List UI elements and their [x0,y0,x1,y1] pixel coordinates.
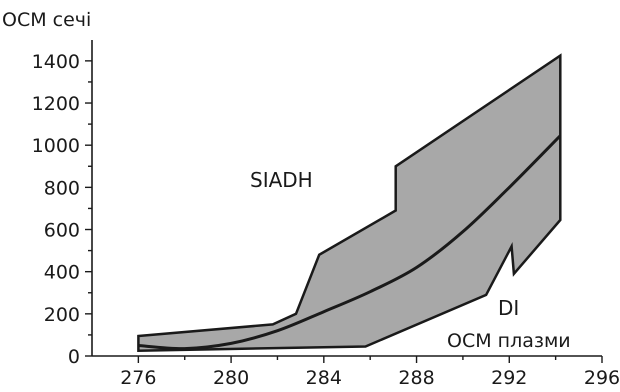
y-tick-label: 200 [44,304,80,326]
median-curve [138,134,562,351]
di-label: DI [498,296,519,320]
y-tick-label: 400 [44,262,80,284]
x-tick-label: 284 [306,367,342,389]
x-tick-label: 292 [491,367,527,389]
x-tick-label: 276 [120,367,156,389]
ticks: 0 200 400 600 800 1000 1200 1400 276 280 284 288 292… [32,51,620,389]
x-tick-label: 296 [584,367,620,389]
y-tick-label: 0 [68,346,80,368]
x-axis-title: ОСМ плазми [447,330,571,352]
siadh-label: SIADH [250,168,313,192]
shaded-band [137,53,562,352]
y-tick-label: 1200 [32,93,80,115]
y-tick-label: 1400 [32,51,80,73]
y-tick-label: 1000 [32,135,80,157]
y-tick-label: 800 [44,177,80,199]
x-tick-label: 288 [398,367,434,389]
x-tick-label: 280 [213,367,249,389]
y-tick-label: 600 [44,220,80,242]
axes [91,40,602,357]
y-axis-title: ОСМ сечі [2,9,91,31]
